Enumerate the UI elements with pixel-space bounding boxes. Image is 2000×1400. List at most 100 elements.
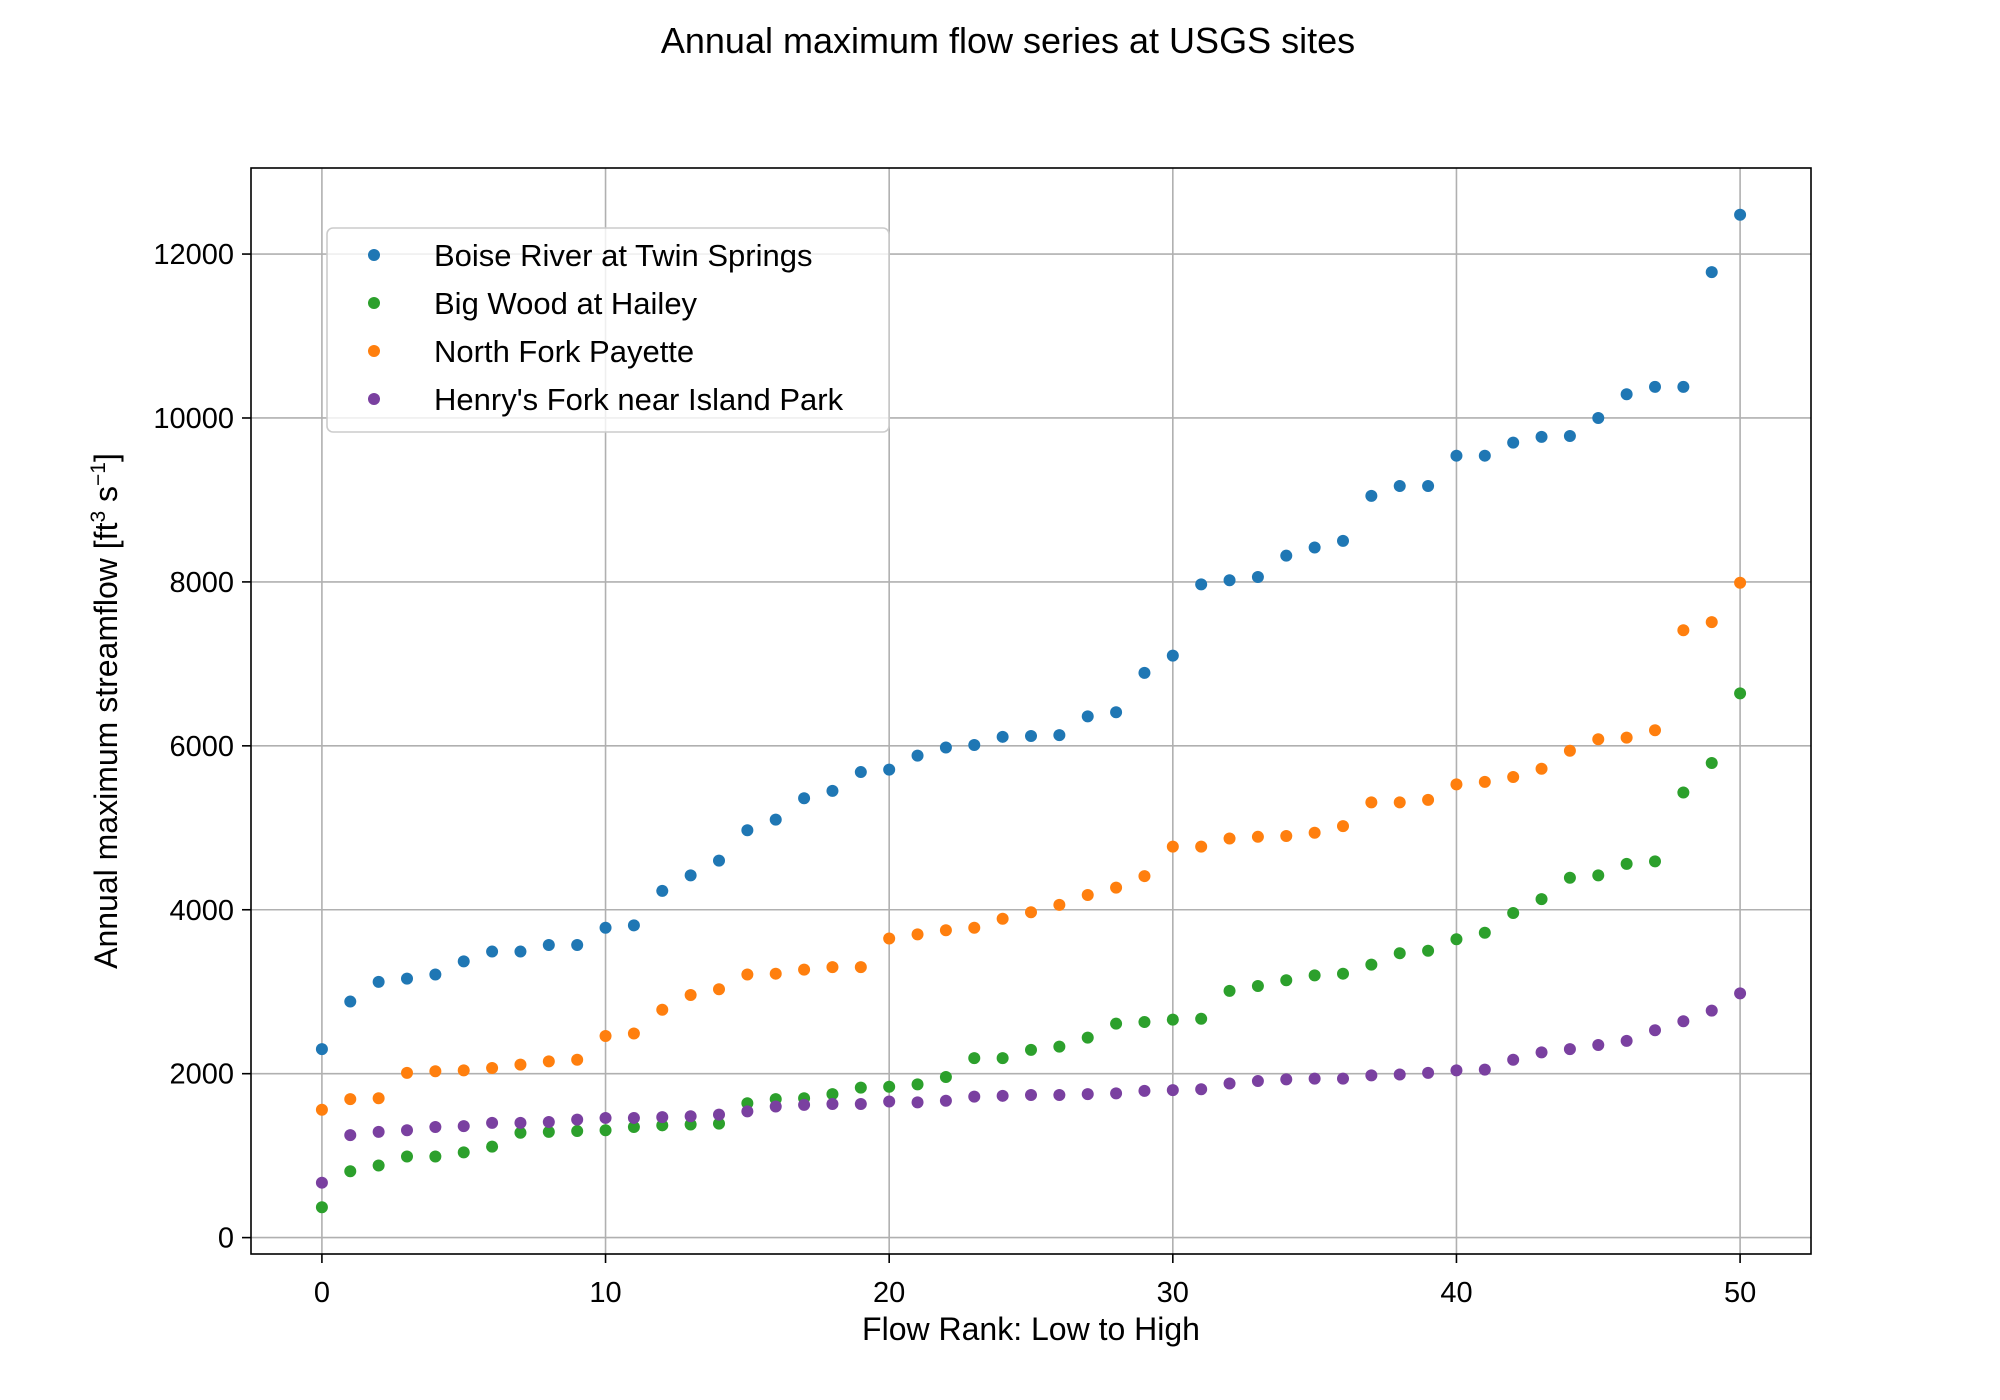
data-point bbox=[599, 1111, 612, 1124]
data-point bbox=[1563, 744, 1576, 757]
data-point bbox=[713, 983, 725, 996]
data-point bbox=[401, 1066, 413, 1079]
data-point bbox=[1563, 1043, 1576, 1056]
data-point bbox=[1422, 480, 1435, 493]
data-point bbox=[684, 1118, 697, 1131]
y-tick-label: 4000 bbox=[169, 895, 234, 927]
data-point bbox=[1649, 724, 1661, 737]
data-point bbox=[457, 955, 470, 968]
legend-label: Henry's Fork near Island Park bbox=[434, 382, 844, 417]
data-point bbox=[429, 1150, 442, 1163]
data-point bbox=[939, 924, 952, 937]
data-point bbox=[1223, 1077, 1236, 1090]
chart-title: Annual maximum flow series at USGS sites bbox=[661, 20, 1355, 61]
data-point bbox=[1592, 411, 1605, 424]
data-point bbox=[968, 739, 981, 752]
data-point bbox=[1507, 1053, 1520, 1066]
data-point bbox=[372, 975, 385, 988]
data-point bbox=[741, 1105, 754, 1118]
y-axis-label: Annual maximum streamflow [ft3 s−1] bbox=[87, 453, 124, 969]
data-point bbox=[1110, 1017, 1123, 1030]
data-point bbox=[1110, 881, 1123, 894]
data-point bbox=[1138, 666, 1151, 679]
data-point bbox=[883, 1080, 896, 1093]
legend: Boise River at Twin Springs Big Wood at H… bbox=[326, 227, 890, 433]
data-point bbox=[996, 912, 1009, 925]
data-point bbox=[1422, 793, 1435, 806]
data-point bbox=[1450, 933, 1463, 946]
data-point bbox=[486, 1061, 499, 1074]
data-point bbox=[372, 1092, 385, 1105]
data-point bbox=[1081, 1031, 1094, 1044]
data-point bbox=[372, 1159, 385, 1172]
data-point bbox=[1535, 893, 1548, 906]
data-point bbox=[854, 961, 867, 974]
data-point bbox=[1365, 1069, 1378, 1082]
y-tick-label: 6000 bbox=[169, 731, 234, 763]
data-point bbox=[1620, 1034, 1633, 1047]
data-point bbox=[599, 1029, 612, 1042]
data-point bbox=[1478, 926, 1491, 939]
data-point bbox=[1478, 449, 1491, 462]
y-tick-label: 12000 bbox=[153, 239, 234, 271]
data-point bbox=[315, 1043, 328, 1056]
data-point bbox=[1507, 907, 1520, 920]
data-point bbox=[1620, 388, 1633, 401]
data-point bbox=[372, 1125, 385, 1138]
data-point bbox=[1450, 778, 1463, 791]
data-point bbox=[1393, 480, 1406, 493]
data-point bbox=[571, 1125, 584, 1138]
data-point bbox=[1053, 898, 1066, 911]
data-point bbox=[713, 1117, 725, 1130]
legend-marker bbox=[368, 249, 380, 261]
series-4 bbox=[315, 987, 1747, 1189]
data-point bbox=[1677, 786, 1690, 799]
data-point bbox=[1081, 889, 1094, 902]
data-point bbox=[996, 1052, 1009, 1065]
data-point bbox=[627, 1027, 640, 1040]
data-point bbox=[1280, 829, 1293, 842]
data-point bbox=[939, 1070, 952, 1083]
data-point bbox=[741, 824, 754, 837]
data-point bbox=[798, 792, 811, 805]
data-point bbox=[911, 749, 924, 762]
data-point bbox=[514, 1058, 527, 1071]
data-point bbox=[1535, 762, 1548, 775]
data-point bbox=[1677, 1015, 1690, 1028]
data-point bbox=[769, 967, 782, 980]
data-point bbox=[1081, 710, 1094, 723]
data-point bbox=[996, 730, 1009, 743]
axis-ticks: 0 10 20 30 40 50 0 2000 4000 6000 8000 10000 12000 bbox=[153, 239, 1756, 1309]
legend-frame bbox=[326, 227, 890, 433]
data-point bbox=[713, 854, 725, 867]
data-point bbox=[1365, 489, 1378, 502]
data-point bbox=[911, 928, 924, 941]
data-point bbox=[798, 1098, 811, 1111]
data-point bbox=[798, 963, 811, 976]
data-point bbox=[1365, 958, 1378, 971]
data-point bbox=[1337, 820, 1349, 833]
data-point bbox=[1223, 984, 1236, 997]
data-point bbox=[1365, 796, 1378, 809]
data-point bbox=[542, 939, 555, 952]
data-point bbox=[344, 995, 357, 1008]
data-point bbox=[1280, 549, 1293, 562]
series-2 bbox=[315, 687, 1747, 1214]
data-point bbox=[486, 945, 499, 958]
data-point bbox=[1478, 1063, 1491, 1076]
data-point bbox=[1053, 1088, 1066, 1101]
x-tick-label: 20 bbox=[873, 1277, 905, 1309]
y-tick-label: 0 bbox=[218, 1223, 234, 1255]
data-point bbox=[1535, 1046, 1548, 1059]
data-point bbox=[401, 1150, 413, 1163]
data-point bbox=[429, 968, 442, 981]
data-point bbox=[1053, 1040, 1066, 1053]
data-point bbox=[1166, 649, 1179, 662]
data-point bbox=[1053, 729, 1066, 742]
data-point bbox=[1734, 208, 1747, 221]
legend-marker bbox=[368, 393, 380, 405]
legend-marker bbox=[368, 345, 380, 357]
data-point bbox=[854, 1098, 867, 1111]
